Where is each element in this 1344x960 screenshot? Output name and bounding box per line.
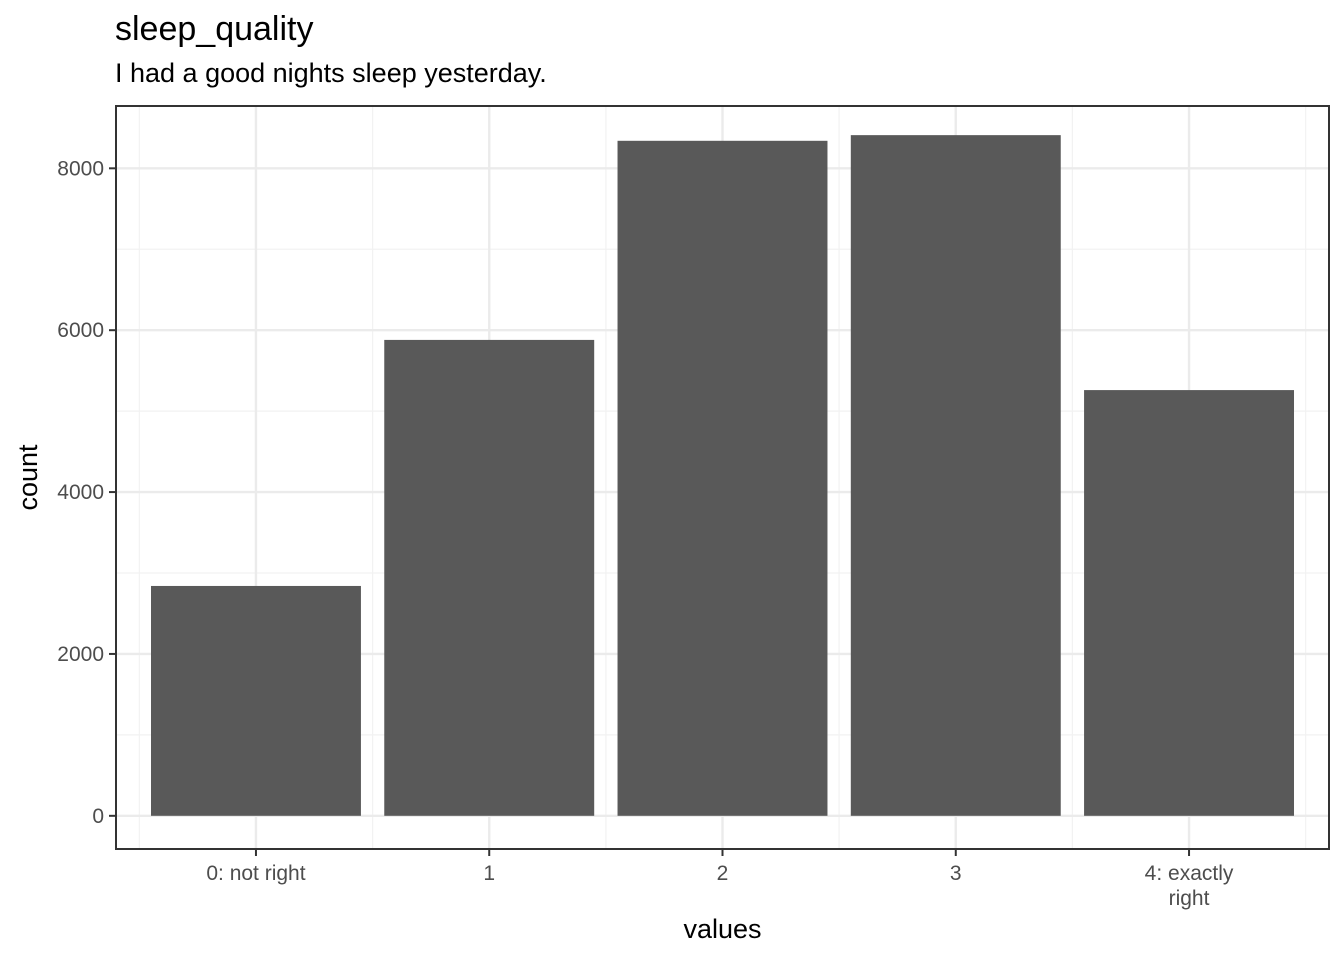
bar <box>1084 390 1295 816</box>
bar <box>850 135 1061 816</box>
y-axis-title: count <box>13 444 43 511</box>
x-axis-title: values <box>683 914 761 944</box>
chart-title: sleep_quality <box>115 10 314 48</box>
y-tick-label: 8000 <box>57 157 104 180</box>
bar <box>150 585 361 816</box>
x-tick-label: 0: not right <box>206 862 305 885</box>
x-tick-label: 1 <box>483 862 495 885</box>
x-tick-label: 3 <box>950 862 962 885</box>
bar <box>384 339 595 816</box>
x-tick-label: 4: exactly right <box>1145 862 1234 910</box>
y-tick-label: 4000 <box>57 481 104 504</box>
bar <box>617 140 828 816</box>
y-tick-label: 0 <box>92 805 104 828</box>
x-tick-label: 2 <box>717 862 729 885</box>
chart-subtitle: I had a good nights sleep yesterday. <box>115 58 547 88</box>
y-tick-label: 2000 <box>57 643 104 666</box>
y-tick-label: 6000 <box>57 319 104 342</box>
